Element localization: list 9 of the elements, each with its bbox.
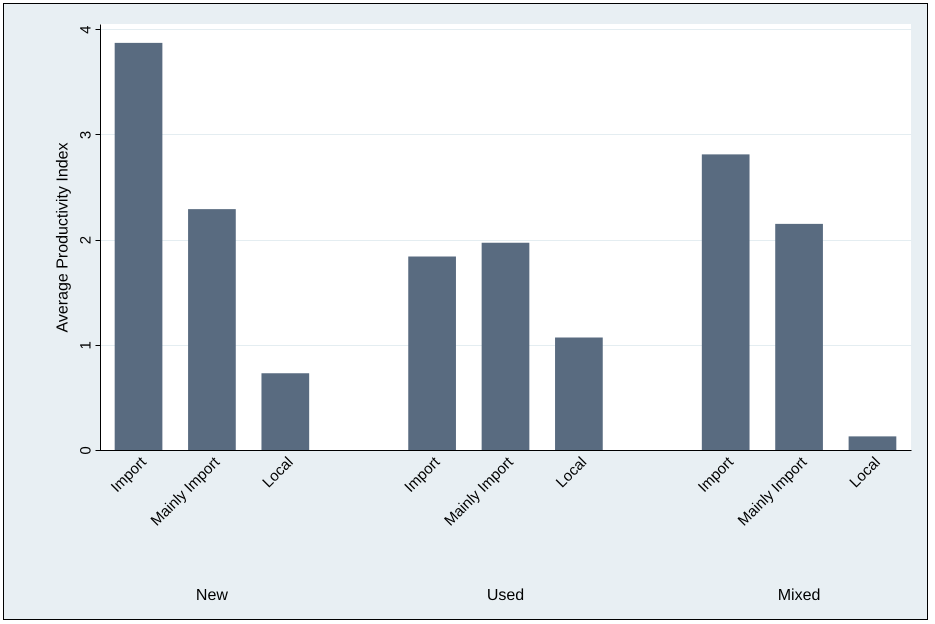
y-tick-label: 4	[78, 26, 94, 34]
text: Used	[486, 587, 524, 604]
y-tick-label: 3	[78, 130, 94, 140]
text: New	[196, 587, 228, 604]
text: Mixed	[778, 587, 820, 604]
y-tick-label: 2	[78, 236, 94, 244]
y-tick-label: 1	[78, 341, 94, 350]
y-axis-title: Average Productivity Index	[54, 142, 72, 333]
y-tick-label: 0	[78, 446, 94, 455]
